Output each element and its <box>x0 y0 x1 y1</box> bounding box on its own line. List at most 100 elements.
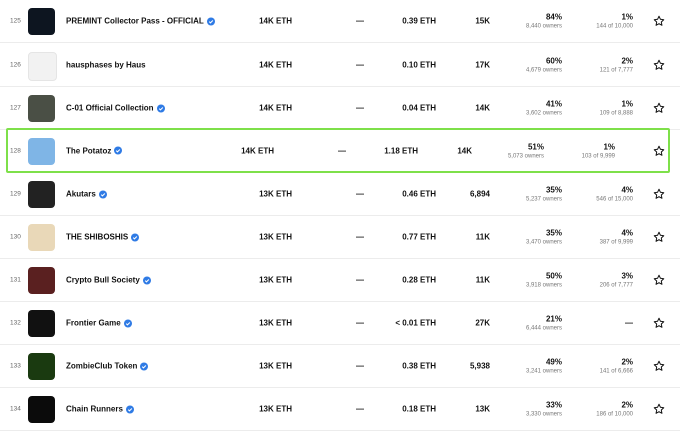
name-text: Crypto Bull Society <box>66 275 140 285</box>
change: — <box>356 232 364 242</box>
table-row: 134 Chain Runners 13K ETH — 0.18 ETH 13K 33% 3,… <box>0 388 680 431</box>
rank: 131 <box>10 276 21 284</box>
owners-detail: 3,330 owners <box>525 411 562 418</box>
owners-pct: 35% <box>545 185 562 195</box>
owners-detail: 8,440 owners <box>525 23 562 30</box>
name-text: Frontier Game <box>66 318 121 328</box>
unique-pct: 2% <box>621 357 633 367</box>
name-text: Akutars <box>66 189 96 199</box>
unique-detail: 206 of 7,777 <box>599 282 633 289</box>
favorite-star[interactable] <box>653 360 665 372</box>
sales: 13K <box>475 404 490 414</box>
owners-pct: 49% <box>545 357 562 367</box>
unique: 2% 121 of 7,777 <box>600 57 633 74</box>
collection-thumbnail <box>28 267 55 294</box>
unique: 2% 141 of 6,666 <box>600 358 633 375</box>
owners: 21% 6,444 owners <box>526 315 562 332</box>
collection-thumbnail <box>28 95 55 122</box>
unique: 4% 546 of 15,000 <box>596 186 633 203</box>
verified-badge <box>156 104 165 112</box>
unique-detail: 141 of 6,666 <box>599 368 633 375</box>
favorite-star[interactable] <box>653 317 665 329</box>
rank: 133 <box>10 362 21 370</box>
sales: 27K <box>475 318 490 328</box>
unique: 1% 144 of 10,000 <box>596 13 633 30</box>
owners-pct: 41% <box>545 99 562 109</box>
owners-pct: 21% <box>545 314 562 324</box>
floor-price: 1.18 ETH <box>384 146 418 155</box>
collection-thumbnail <box>28 353 55 380</box>
name-text: Chain Runners <box>66 404 123 414</box>
rank: 132 <box>10 319 21 327</box>
unique-detail: 186 of 10,000 <box>596 411 633 418</box>
collection-thumbnail <box>28 138 55 165</box>
name-text: PREMINT Collector Pass - OFFICIAL <box>66 16 204 26</box>
change: — <box>356 361 364 371</box>
change: — <box>356 16 364 26</box>
unique: 1% 109 of 8,888 <box>600 100 633 117</box>
favorite-star[interactable] <box>653 102 665 114</box>
sales: 11K <box>475 232 490 242</box>
owners-detail: 3,602 owners <box>525 110 562 117</box>
unique-detail: 109 of 8,888 <box>599 110 633 117</box>
verified-badge <box>98 190 107 198</box>
unique: — <box>625 319 633 328</box>
owners-detail: 5,073 owners <box>507 153 544 159</box>
collection-thumbnail <box>28 224 55 251</box>
favorite-star[interactable] <box>653 188 665 200</box>
sales: 5,938 <box>469 361 490 371</box>
unique-detail: 103 of 9,999 <box>581 153 615 159</box>
table-row: 127 C-01 Official Collection 14K ETH — 0.04 … <box>0 87 680 130</box>
table-row: 130 THE SHIBOSHIS 13K ETH — 0.77 ETH 11K 35% 3,… <box>0 216 680 259</box>
name-text: hausphases by Haus <box>66 60 146 70</box>
unique-pct: 4% <box>621 185 633 195</box>
unique-detail: 144 of 10,000 <box>596 23 633 30</box>
floor-price: 0.10 ETH <box>402 60 436 70</box>
floor-price: 0.04 ETH <box>402 103 436 113</box>
rank: 127 <box>10 104 21 112</box>
collection-thumbnail <box>28 181 55 208</box>
table-row: 126 hausphases by Haus 14K ETH — 0.10 ETH 17K… <box>0 44 680 87</box>
owners-pct: 60% <box>545 56 562 66</box>
name-text: ZombieClub Token <box>66 361 138 371</box>
volume: 14K ETH <box>259 16 292 26</box>
favorite-star[interactable] <box>653 403 665 415</box>
table-row: 133 ZombieClub Token 13K ETH — 0.38 ETH 5,938… <box>0 345 680 388</box>
verified-badge <box>142 276 151 284</box>
verified-badge <box>123 319 132 327</box>
rank: 126 <box>10 61 21 69</box>
owners-pct: 33% <box>545 400 562 410</box>
favorite-star[interactable] <box>653 145 665 157</box>
owners: 60% 4,679 owners <box>526 57 562 74</box>
floor-price: 0.39 ETH <box>402 16 436 26</box>
sales: 11K <box>475 275 490 285</box>
unique-pct: 4% <box>621 228 633 238</box>
change: — <box>356 275 364 285</box>
collection-name: ZombieClub Token <box>66 361 149 371</box>
floor-price: 0.28 ETH <box>402 275 436 285</box>
favorite-star[interactable] <box>653 59 665 71</box>
volume: 13K ETH <box>259 404 292 414</box>
owners: 51% 5,073 owners <box>508 142 544 159</box>
owners-detail: 4,679 owners <box>525 67 562 74</box>
owners-detail: 5,237 owners <box>525 196 562 203</box>
name-text: C-01 Official Collection <box>66 103 154 113</box>
unique: 1% 103 of 9,999 <box>582 142 615 159</box>
change: — <box>356 103 364 113</box>
change: — <box>356 404 364 414</box>
volume: 14K ETH <box>241 146 274 155</box>
owners-pct: 35% <box>545 228 562 238</box>
favorite-star[interactable] <box>653 274 665 286</box>
change: — <box>356 318 364 328</box>
favorite-star[interactable] <box>653 231 665 243</box>
favorite-star[interactable] <box>653 15 665 27</box>
volume: 14K ETH <box>259 103 292 113</box>
owners-detail: 6,444 owners <box>525 325 562 332</box>
unique-pct: — <box>625 318 633 328</box>
collection-name: PREMINT Collector Pass - OFFICIAL <box>66 17 215 26</box>
collection-name: Akutars <box>66 190 107 199</box>
unique-pct: 1% <box>603 142 615 151</box>
owners-pct: 84% <box>545 12 562 22</box>
unique-pct: 2% <box>621 56 633 66</box>
collection-name: The Potatoz <box>66 146 123 155</box>
